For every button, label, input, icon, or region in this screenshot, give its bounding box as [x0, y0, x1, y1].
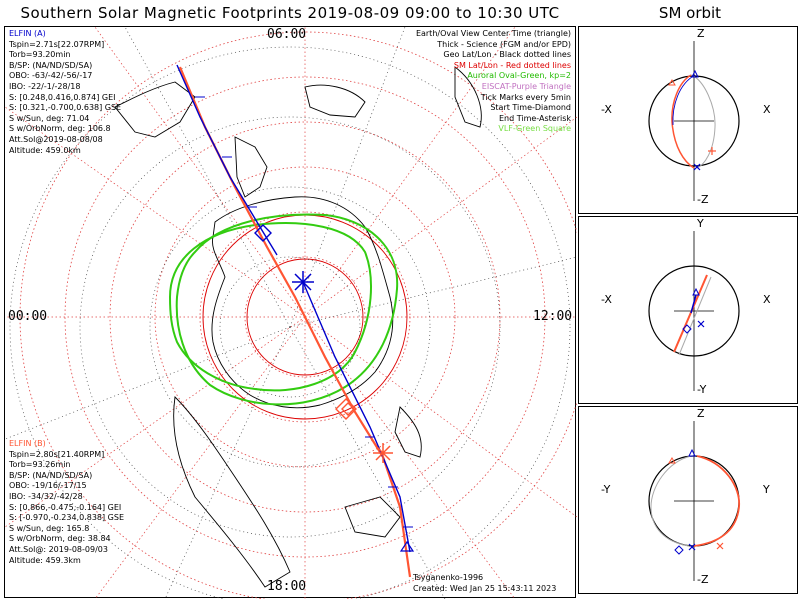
- orbit-panel-xy: Y -Y -X X: [578, 216, 798, 404]
- elfin-a-line: S w/OrbNorm, deg: 106.8: [9, 124, 111, 134]
- polar-map-svg: [5, 27, 577, 599]
- elfin-a-line: S: [0.248,0.416,0.874] GEI: [9, 92, 116, 102]
- sm-pole-circle: [246, 258, 364, 376]
- geo-grid: [5, 27, 577, 599]
- elfin-a-line: IBO: -22/-1/-28/18: [9, 81, 81, 91]
- sm-meridians: [5, 27, 577, 599]
- elfin-a-line: S: [0.321,-0.700,0.638] GSE: [9, 103, 122, 113]
- axis-label-bottom: -Z: [697, 573, 709, 586]
- model-credit: Tsyganenko-1996: [413, 573, 484, 582]
- footprint-map: 06:00 00:00 12:00 18:00 ELFIN (A) Tspin=…: [4, 26, 577, 599]
- elfin-a-line: Att.Sol@2019-08-08/08: [9, 134, 103, 144]
- page-title: Southern Solar Magnetic Footprints 2019-…: [20, 4, 560, 22]
- orbit-title: SM orbit: [658, 4, 722, 22]
- legend-item: Earth/Oval View Center Time (triangle): [415, 29, 571, 38]
- axis-label-top: Z: [697, 407, 705, 420]
- legend-item: Thick - Science (FGM and/or EPD): [437, 39, 571, 49]
- elfin-a-line: S w/Sun, deg: 71.04: [9, 113, 90, 123]
- orbit-xz-svg: [648, 41, 740, 201]
- tick-marks: [195, 96, 413, 528]
- elfin-a-line: B/SP: (NA/ND/SD/SA): [9, 60, 93, 70]
- end-asterisk-b: [373, 443, 393, 463]
- elfin-a-line: Altitude: 459.0km: [9, 145, 81, 155]
- created-timestamp: Created: Wed Jan 25 15:43:11 2023: [413, 583, 557, 593]
- elfin-a-line: Tspin=2.71s[22.07RPM]: [9, 39, 105, 49]
- credits: Tsyganenko-1996 Created: Wed Jan 25 15:4…: [413, 573, 556, 594]
- elfin-b-line: S w/Sun, deg: 165.8: [9, 523, 90, 533]
- elfin-a-name: ELFIN (A): [9, 29, 46, 38]
- orbit-xy-svg: [648, 231, 740, 391]
- clock-label-bottom: 18:00: [267, 579, 307, 594]
- legend-item: Tick Marks every 5min: [480, 92, 571, 102]
- axis-label-top: Z: [697, 27, 705, 40]
- orbit-yz-svg: [648, 421, 740, 581]
- elfin-b-line: IBO: -34/32/-42/28: [9, 491, 83, 501]
- elfin-a-info: ELFIN (A) Tspin=2.71s[22.07RPM] Torb=93.…: [9, 29, 121, 156]
- elfin-a-line: Torb=93.20min: [9, 50, 71, 60]
- elfin-b-line: B/SP: (NA/ND/SD/SA): [9, 470, 93, 480]
- view-center-triangle: [399, 540, 415, 552]
- elfin-b-line: Torb=93.26min: [9, 460, 71, 470]
- elfin-b-line: OBO: -19/16/-17/15: [9, 481, 87, 491]
- axis-label-left: -X: [601, 293, 612, 306]
- legend-item: SM Lat/Lon - Red dotted lines: [453, 60, 571, 70]
- elfin-b-track: [178, 66, 412, 578]
- legend-item: Start Time-Diamond: [490, 103, 571, 113]
- clock-label-top: 06:00: [267, 27, 307, 42]
- axis-label-left: -X: [601, 103, 612, 116]
- clock-label-left: 00:00: [8, 309, 48, 324]
- orbit-panel-yz: Z -Z -Y Y: [578, 406, 798, 594]
- clock-label-right: 12:00: [533, 309, 573, 324]
- end-asterisk-a: [292, 271, 314, 293]
- axis-label-bottom: -Y: [697, 383, 707, 396]
- axis-label-right: X: [763, 293, 771, 306]
- start-diamond-a: [254, 224, 272, 242]
- elfin-b-line: S w/OrbNorm, deg: 38.84: [9, 534, 111, 544]
- auroral-oval: [168, 213, 399, 406]
- orbit-panel-xz: Z -Z -X X: [578, 26, 798, 214]
- legend-item: VLF-Green Square: [498, 124, 571, 134]
- axis-label-right: Y: [763, 483, 770, 496]
- elfin-b-line: Att.Sol@: 2019-08-09/03: [9, 544, 108, 554]
- elfin-b-line: S: [-0.970,-0.234,0.838] GSE: [9, 513, 124, 523]
- coastlines: [114, 66, 482, 588]
- legend-item: EISCAT-Purple Triangle: [481, 81, 571, 91]
- legend-item: Auroral Oval-Green, kp=2: [467, 71, 571, 81]
- axis-label-top: Y: [697, 217, 704, 230]
- legend-item: End Time-Asterisk: [498, 113, 571, 123]
- legend-item: Geo Lat/Lon - Black dotted lines: [443, 50, 571, 60]
- elfin-b-name: ELFIN (B): [9, 439, 46, 448]
- axis-label-left: -Y: [601, 483, 611, 496]
- sm-orbit-column: Z -Z -X X Y -Y -X X: [578, 26, 798, 598]
- elfin-b-line: Altitude: 459.3km: [9, 555, 81, 565]
- elfin-a-line: OBO: -63/-42/-56/-17: [9, 71, 93, 81]
- map-legend: Earth/Oval View Center Time (triangle) T…: [416, 29, 571, 135]
- elfin-b-info: ELFIN (B) Tspin=2.80s[21.40RPM] Torb=93.…: [9, 439, 124, 566]
- axis-label-right: X: [763, 103, 771, 116]
- elfin-a-track: [176, 64, 411, 553]
- start-diamond-b: [335, 398, 357, 420]
- axis-label-bottom: -Z: [697, 193, 709, 206]
- elfin-b-line: Tspin=2.80s[21.40RPM]: [9, 449, 105, 459]
- elfin-b-line: S: [0.866,-0.475,-0.164] GEI: [9, 502, 122, 512]
